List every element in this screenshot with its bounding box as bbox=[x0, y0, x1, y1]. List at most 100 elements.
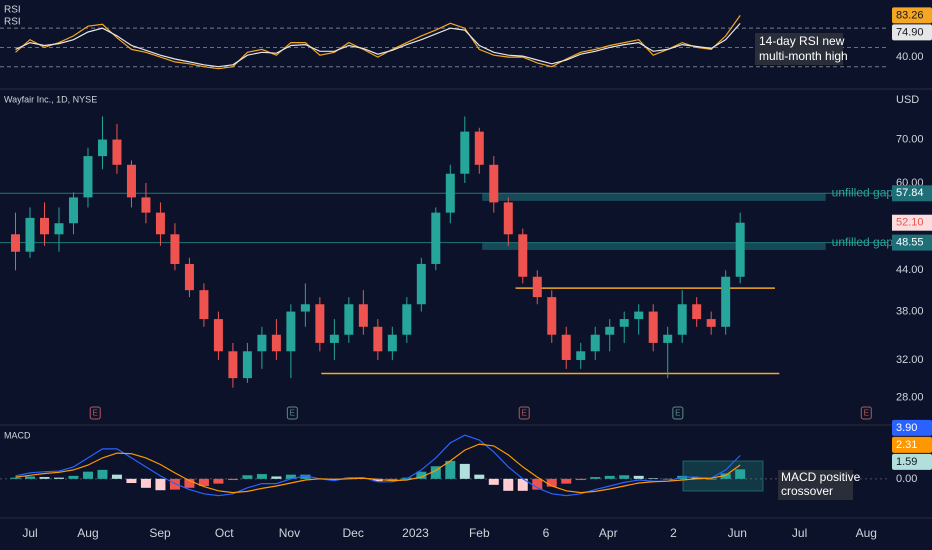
candle-body bbox=[184, 263, 194, 291]
candle-body bbox=[474, 131, 484, 165]
price-tag bbox=[892, 214, 932, 231]
last-price-label: 52.10 bbox=[896, 217, 924, 229]
gap-label: unfilled gap bbox=[832, 235, 894, 249]
histogram-bar bbox=[25, 476, 36, 479]
histogram-bar bbox=[256, 474, 267, 479]
candle-body bbox=[648, 311, 658, 343]
price-tag bbox=[892, 436, 932, 453]
gap-label: unfilled gap bbox=[832, 185, 894, 199]
gap-zone bbox=[482, 242, 826, 250]
histogram-bar bbox=[387, 478, 398, 481]
x-tick-label: 2023 bbox=[402, 526, 429, 540]
price-tag bbox=[892, 234, 932, 251]
y-tick-label: 40.00 bbox=[896, 51, 924, 63]
histogram-bar bbox=[68, 475, 79, 479]
histogram-bar bbox=[648, 478, 659, 479]
x-tick-label: Jun bbox=[728, 526, 747, 540]
histogram-bar bbox=[575, 478, 586, 481]
histogram-bar bbox=[517, 478, 528, 491]
histogram-bar bbox=[532, 478, 543, 490]
last-value-label: 74.90 bbox=[896, 26, 924, 38]
candle-body bbox=[300, 304, 310, 312]
earnings-marker bbox=[89, 406, 101, 420]
candle-body bbox=[532, 276, 542, 298]
candle-body bbox=[257, 334, 267, 352]
candle-body bbox=[271, 334, 281, 352]
last-value-label: 83.26 bbox=[896, 9, 924, 21]
candle-body bbox=[576, 351, 586, 360]
histogram-bar bbox=[445, 460, 456, 479]
histogram-bar bbox=[590, 477, 601, 479]
histogram-bar bbox=[184, 478, 195, 488]
histogram-bar bbox=[111, 474, 122, 479]
histogram-bar bbox=[488, 478, 499, 485]
histogram-bar bbox=[242, 475, 253, 479]
candle-body bbox=[619, 319, 629, 327]
gap-zone bbox=[482, 193, 826, 201]
histogram-bar bbox=[97, 469, 108, 479]
earnings-label: E bbox=[290, 409, 295, 418]
x-tick-label: Nov bbox=[279, 526, 300, 540]
candle-body bbox=[431, 212, 441, 264]
candle-body bbox=[25, 217, 35, 252]
annotation-text: 14-day RSI new bbox=[759, 34, 845, 48]
candle-body bbox=[561, 334, 571, 360]
candle-body bbox=[445, 173, 455, 213]
earnings-marker bbox=[672, 406, 684, 420]
y-tick-label: 44.00 bbox=[896, 264, 924, 276]
candle-body bbox=[344, 304, 354, 335]
histogram-bar bbox=[227, 478, 238, 481]
histogram-bar bbox=[691, 477, 702, 479]
gap-value-label: 48.55 bbox=[896, 236, 924, 248]
x-tick-label: Apr bbox=[599, 526, 618, 540]
histogram-bar bbox=[198, 478, 209, 487]
earnings-marker bbox=[286, 406, 298, 420]
candle-body bbox=[634, 311, 644, 320]
y-tick-label: 32.00 bbox=[896, 354, 924, 366]
histogram-bar bbox=[372, 478, 383, 482]
histogram-bar bbox=[474, 474, 485, 479]
histogram-bar bbox=[735, 469, 746, 479]
candle-body bbox=[460, 131, 470, 174]
candle-body bbox=[315, 304, 325, 343]
earnings-label: E bbox=[93, 409, 98, 418]
x-tick-label: 6 bbox=[543, 526, 550, 540]
annotation-text: MACD positive bbox=[781, 470, 861, 484]
y-axis-label: USD bbox=[896, 94, 919, 106]
macd-line bbox=[15, 434, 741, 497]
histogram-bar bbox=[459, 463, 470, 479]
x-tick-label: Oct bbox=[215, 526, 234, 540]
x-tick-label: Aug bbox=[856, 526, 877, 540]
candle-body bbox=[706, 319, 716, 327]
histogram-bar bbox=[213, 478, 224, 484]
histogram-bar bbox=[10, 477, 21, 479]
candle-body bbox=[503, 202, 513, 235]
histogram-bar bbox=[503, 478, 514, 491]
candle-body bbox=[735, 222, 745, 277]
last-value-label: 2.31 bbox=[896, 439, 917, 451]
x-tick-label: Jul bbox=[792, 526, 807, 540]
histogram-bar bbox=[619, 475, 630, 479]
candle-body bbox=[605, 326, 615, 335]
x-tick-label: Feb bbox=[469, 526, 490, 540]
candle-body bbox=[329, 334, 339, 343]
histogram-bar bbox=[604, 475, 615, 479]
candle-body bbox=[402, 304, 412, 335]
histogram-bar bbox=[300, 474, 311, 479]
candle-body bbox=[489, 164, 499, 203]
histogram-bar bbox=[82, 471, 93, 479]
candle-body bbox=[416, 263, 426, 305]
histogram-bar bbox=[285, 474, 296, 479]
candle-body bbox=[590, 334, 600, 352]
candle-body bbox=[126, 164, 136, 198]
candle-body bbox=[141, 197, 151, 213]
chart-title: MACD bbox=[4, 430, 31, 440]
candle-body bbox=[387, 334, 397, 352]
y-tick-label: 28.00 bbox=[896, 391, 924, 403]
price-tag bbox=[892, 7, 932, 24]
price-tag bbox=[892, 419, 932, 436]
candle-body bbox=[547, 297, 557, 335]
